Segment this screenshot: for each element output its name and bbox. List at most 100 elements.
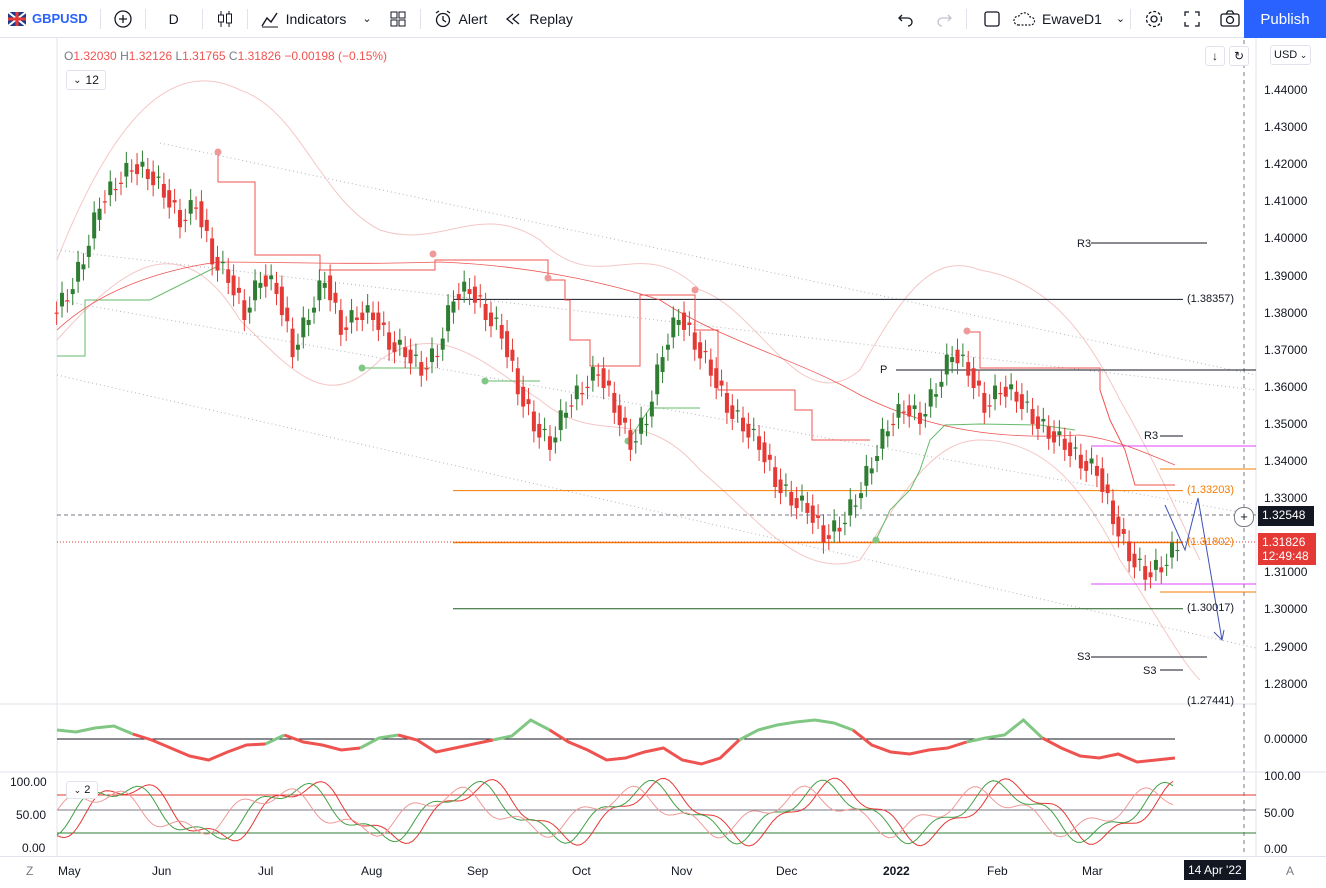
candle-body: [269, 275, 274, 280]
candle-body: [907, 405, 912, 417]
band-lower: [56, 263, 1201, 681]
time-tick: Nov: [671, 864, 693, 878]
candle-body: [60, 292, 64, 307]
chevron-down-icon[interactable]: ⌄: [362, 13, 372, 25]
templates-button[interactable]: [380, 0, 416, 38]
time-tick: Jun: [152, 864, 172, 878]
candle-body: [505, 331, 510, 358]
chevron-down-icon[interactable]: ⌄: [1115, 13, 1126, 25]
candle-body: [901, 411, 906, 413]
candle-body: [1052, 431, 1057, 443]
candle-body: [1170, 542, 1174, 558]
candle-body: [601, 368, 606, 389]
candle-body: [392, 342, 397, 353]
publish-label: Publish: [1260, 10, 1310, 28]
last-price-label: 1.31826 12:49:48: [1258, 533, 1316, 565]
candle-body: [896, 404, 901, 418]
alert-button[interactable]: Alert: [425, 0, 496, 38]
publish-button[interactable]: Publish: [1244, 0, 1326, 38]
price-tick: 1.28000: [1264, 676, 1308, 691]
candle-body: [86, 245, 91, 257]
time-corner-right[interactable]: A: [1286, 864, 1295, 878]
redo-button[interactable]: [926, 0, 962, 38]
indicators-collapse-button[interactable]: ⌄ 12: [66, 70, 106, 90]
add-price-alert-button[interactable]: +: [1234, 507, 1254, 527]
alarm-clock-icon: [435, 9, 450, 27]
price-tick: 1.35000: [1264, 416, 1308, 431]
chevron-down-icon: ⌄: [1297, 50, 1308, 60]
candle-body: [397, 339, 402, 345]
divider: [246, 8, 248, 29]
candle-body: [1175, 550, 1180, 552]
candle-body: [842, 522, 847, 525]
chart-type-button[interactable]: [207, 0, 243, 38]
symbol-button[interactable]: GBPUSD: [0, 0, 96, 38]
osc2-collapse-button[interactable]: ⌄ 2: [66, 781, 98, 799]
compare-button[interactable]: [105, 0, 141, 38]
symbol-label: GBPUSD: [32, 11, 88, 26]
price-tick: 1.30000: [1264, 602, 1308, 617]
restore-button[interactable]: ↻: [1229, 46, 1249, 66]
price-tick: 1.38000: [1264, 305, 1308, 320]
candle-body: [188, 200, 193, 214]
replay-button[interactable]: Replay: [495, 0, 581, 38]
currency-select[interactable]: USD ⌄: [1270, 45, 1311, 65]
supertrend-dot: [544, 274, 552, 282]
candle-body: [403, 347, 408, 358]
chevron-down-icon: ⌄: [73, 785, 82, 795]
candle-body: [741, 417, 746, 432]
candle-body: [891, 423, 896, 426]
candle-body: [1014, 391, 1019, 402]
arrow-head: [1213, 629, 1225, 642]
candle-body: [1062, 438, 1067, 450]
refresh-icon: ↻: [1233, 49, 1245, 63]
candle-body: [821, 525, 826, 543]
candle-body: [1164, 564, 1169, 566]
band-upper: [56, 80, 1201, 561]
candle-body: [354, 317, 359, 321]
indicators-icon: [261, 12, 278, 27]
candle-body: [54, 312, 59, 314]
candle-body: [333, 292, 338, 303]
settings-button[interactable]: [1136, 0, 1172, 38]
candle-body: [1046, 426, 1051, 439]
candle-body: [966, 362, 971, 376]
candle-body: [1137, 558, 1142, 560]
candle-body: [580, 392, 585, 395]
candle-body: [1159, 567, 1164, 573]
fullscreen-button[interactable]: [1174, 0, 1210, 38]
candle-body: [129, 170, 134, 172]
divider: [966, 8, 967, 29]
snapshot-button[interactable]: [1211, 0, 1249, 38]
candle-body: [751, 428, 756, 431]
divider: [419, 8, 421, 29]
candle-body: [1035, 416, 1040, 429]
candle-body: [719, 380, 724, 386]
interval-button[interactable]: D: [150, 0, 198, 38]
candle-body: [783, 484, 788, 486]
main-chart[interactable]: [0, 38, 1326, 856]
low-value: 1.31765: [182, 49, 226, 63]
scroll-down-button[interactable]: ↓: [1205, 46, 1225, 66]
candle-body: [671, 317, 676, 338]
candle-body: [253, 280, 258, 301]
time-corner-left[interactable]: Z: [26, 864, 34, 878]
close-label: C: [228, 49, 238, 63]
layout-select-button[interactable]: [974, 0, 1010, 38]
candle-body: [531, 411, 536, 432]
time-tick: Mar: [1082, 864, 1103, 878]
high-label: H: [120, 49, 129, 63]
candle-body: [1078, 454, 1083, 469]
undo-button[interactable]: [888, 0, 924, 38]
candle-body: [993, 385, 998, 400]
candle-body: [612, 392, 617, 413]
time-axis[interactable]: Z May Jun Jul Aug Sep Oct Nov Dec 2022 F…: [0, 856, 1326, 888]
save-layout-button[interactable]: EwaveD1 ⌄: [1004, 0, 1133, 38]
layout-name-label: EwaveD1: [1042, 10, 1102, 27]
candle-body: [1073, 447, 1078, 449]
candle-body: [279, 286, 284, 316]
indicators-button[interactable]: Indicators ⌄: [252, 0, 380, 38]
candle-body: [934, 394, 939, 397]
low-label: L: [175, 49, 183, 63]
candle-body: [617, 405, 622, 426]
